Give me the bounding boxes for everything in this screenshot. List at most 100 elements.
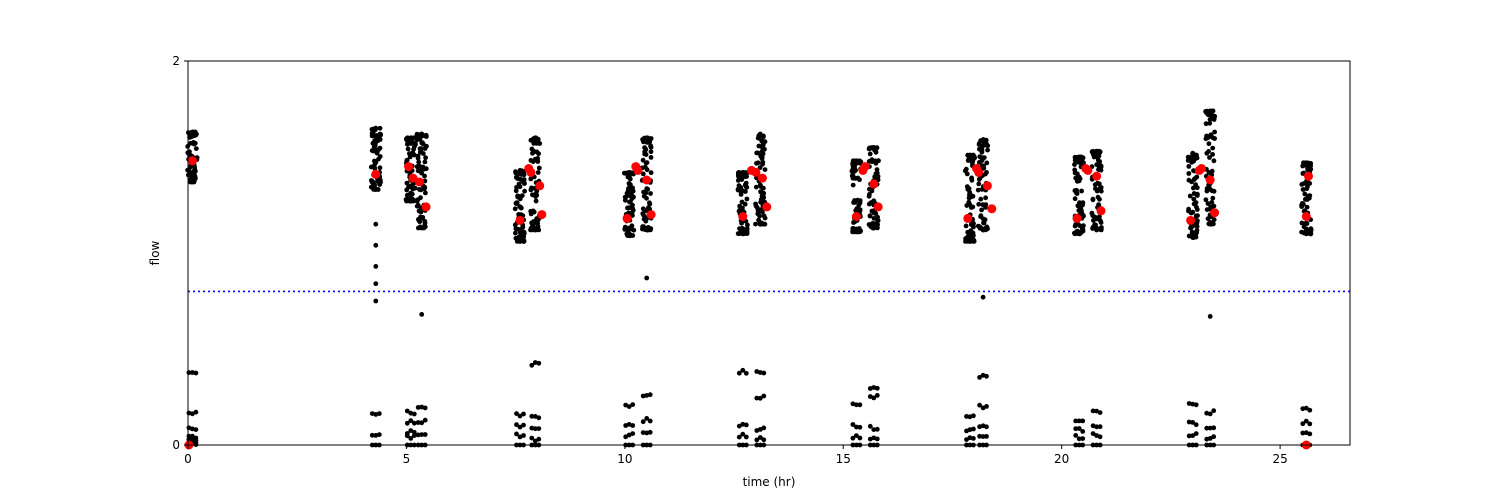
- data-point: [1303, 220, 1309, 226]
- data-point: [967, 152, 973, 158]
- data-point: [1210, 195, 1216, 201]
- mean-point: [1072, 213, 1082, 223]
- data-point: [373, 221, 379, 227]
- data-point: [1203, 121, 1209, 127]
- data-point: [868, 200, 874, 206]
- data-point: [980, 137, 986, 143]
- data-point: [756, 143, 762, 149]
- data-point: [1190, 433, 1196, 438]
- data-point: [1076, 231, 1082, 237]
- data-point: [627, 176, 633, 182]
- data-point: [1211, 158, 1217, 164]
- data-point: [424, 143, 429, 149]
- data-point: [372, 166, 378, 171]
- data-point: [1207, 120, 1213, 126]
- data-point: [419, 170, 424, 176]
- data-point: [757, 131, 763, 137]
- data-point: [513, 170, 519, 176]
- data-point: [190, 370, 195, 375]
- data-point: [411, 433, 417, 438]
- data-point: [414, 203, 420, 209]
- data-point: [369, 178, 374, 183]
- data-point: [1193, 200, 1199, 206]
- data-point: [407, 140, 413, 146]
- data-point: [537, 141, 543, 146]
- data-point: [1306, 168, 1312, 173]
- data-point: [630, 423, 636, 428]
- data-point: [1089, 210, 1095, 216]
- data-point: [1204, 186, 1210, 191]
- data-point: [857, 402, 863, 408]
- data-point: [971, 413, 976, 419]
- mean-point: [751, 167, 761, 177]
- data-point: [423, 132, 429, 138]
- data-point: [1185, 158, 1191, 163]
- mean-point: [535, 181, 545, 191]
- data-point: [964, 203, 970, 208]
- data-point: [1194, 227, 1200, 233]
- data-point: [419, 131, 425, 137]
- data-point: [1303, 160, 1309, 166]
- data-point: [187, 152, 193, 158]
- data-point: [875, 218, 881, 224]
- mean-point: [974, 167, 984, 177]
- data-point: [967, 190, 973, 195]
- data-point: [1188, 210, 1194, 216]
- mean-point: [1210, 208, 1220, 218]
- data-point: [408, 418, 414, 424]
- data-point: [744, 174, 749, 179]
- data-point: [1073, 433, 1079, 438]
- data-point: [1211, 217, 1217, 223]
- data-point: [756, 217, 761, 223]
- data-point: [981, 165, 987, 171]
- data-point: [415, 420, 421, 425]
- data-point: [758, 153, 764, 159]
- mean-point: [982, 181, 992, 191]
- data-point: [373, 264, 379, 269]
- data-point: [869, 157, 875, 163]
- data-point: [1303, 405, 1309, 411]
- data-point: [530, 159, 536, 165]
- data-point: [521, 422, 526, 428]
- data-point: [416, 159, 422, 165]
- data-point: [1186, 177, 1192, 183]
- data-point: [966, 186, 972, 192]
- mean-point: [1083, 165, 1093, 175]
- data-point: [377, 165, 383, 171]
- data-point: [1081, 160, 1086, 166]
- data-point: [1097, 196, 1102, 202]
- data-point: [193, 146, 199, 152]
- data-point: [967, 157, 972, 163]
- data-point: [979, 207, 984, 213]
- data-point: [1207, 314, 1213, 319]
- data-point: [626, 233, 632, 239]
- data-point: [854, 229, 859, 235]
- data-point: [648, 191, 653, 196]
- mean-point: [1301, 212, 1311, 221]
- data-point: [761, 213, 767, 219]
- x-tick-label: 10: [617, 452, 632, 466]
- data-point: [644, 186, 650, 192]
- data-point: [368, 164, 374, 170]
- data-point: [647, 429, 653, 435]
- data-point: [1210, 152, 1215, 157]
- x-tick-label: 5: [403, 452, 411, 466]
- data-point: [373, 298, 379, 304]
- data-point: [1204, 110, 1209, 116]
- data-point: [874, 225, 880, 231]
- data-point: [984, 160, 990, 166]
- mean-point: [515, 215, 525, 225]
- data-point: [1304, 204, 1310, 210]
- data-point: [852, 200, 858, 205]
- data-point: [187, 134, 193, 140]
- data-point: [867, 151, 873, 157]
- data-point: [1307, 431, 1313, 437]
- data-point: [1097, 424, 1103, 430]
- data-point: [416, 217, 421, 222]
- data-point: [422, 218, 428, 224]
- data-point: [754, 205, 760, 210]
- data-point: [521, 172, 527, 178]
- data-point: [627, 199, 632, 205]
- data-point: [513, 226, 519, 232]
